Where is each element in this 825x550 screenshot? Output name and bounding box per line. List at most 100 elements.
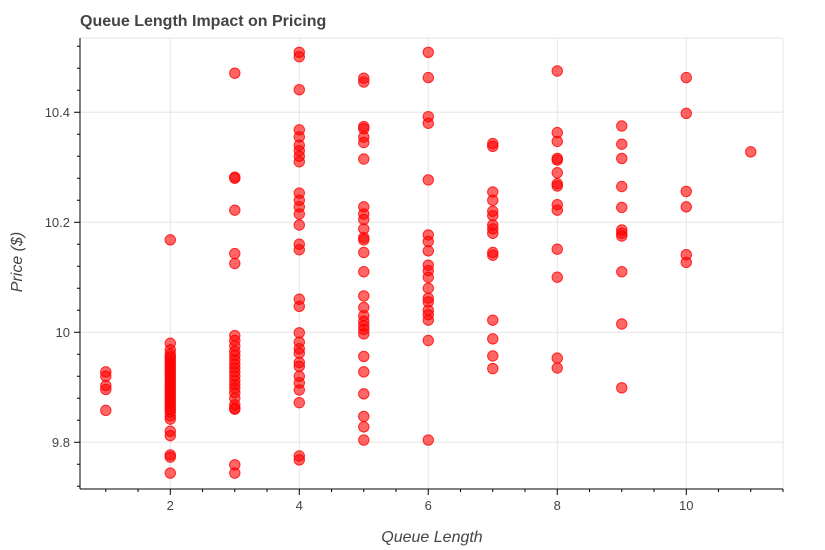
data-point bbox=[487, 140, 499, 153]
data-point bbox=[358, 213, 370, 226]
data-point bbox=[422, 174, 434, 186]
data-point bbox=[358, 290, 370, 302]
data-point bbox=[229, 172, 241, 184]
data-point bbox=[293, 219, 305, 231]
data-point bbox=[164, 451, 176, 463]
data-point bbox=[680, 256, 692, 269]
data-point bbox=[487, 209, 499, 222]
data-point bbox=[358, 266, 370, 278]
data-point bbox=[422, 71, 434, 84]
x-tick-label: 8 bbox=[554, 498, 561, 513]
data-point bbox=[164, 413, 176, 425]
data-point bbox=[616, 382, 628, 394]
y-tick-label: 10.2 bbox=[45, 215, 70, 230]
data-point bbox=[551, 362, 563, 374]
data-point bbox=[680, 201, 692, 213]
data-point bbox=[487, 314, 499, 326]
data-point bbox=[616, 120, 628, 132]
data-point bbox=[422, 334, 434, 347]
data-point bbox=[293, 396, 305, 409]
data-point bbox=[358, 76, 370, 88]
data-point bbox=[551, 154, 563, 166]
data-point bbox=[551, 135, 563, 148]
x-tick-label: 4 bbox=[296, 498, 303, 513]
data-point bbox=[358, 136, 370, 149]
data-point bbox=[422, 245, 434, 257]
data-point bbox=[422, 235, 434, 248]
data-point bbox=[100, 383, 112, 396]
data-point bbox=[616, 201, 628, 214]
data-point bbox=[293, 208, 305, 220]
data-point bbox=[358, 366, 370, 378]
data-point bbox=[293, 51, 305, 63]
data-point bbox=[358, 246, 370, 259]
data-point bbox=[422, 434, 434, 446]
data-point bbox=[487, 350, 499, 362]
axes: 2 4 6 8 10 9.8 10 10.2 10.4 bbox=[45, 38, 784, 513]
data-point bbox=[487, 362, 499, 375]
data-point bbox=[293, 347, 305, 359]
data-point bbox=[551, 180, 563, 192]
y-tick-label: 9.8 bbox=[52, 435, 70, 450]
data-point bbox=[164, 234, 176, 246]
data-point bbox=[487, 249, 499, 261]
data-point bbox=[358, 434, 370, 446]
data-point bbox=[680, 185, 692, 198]
x-tick-label: 2 bbox=[167, 498, 174, 513]
data-point bbox=[487, 333, 499, 345]
data-point bbox=[616, 266, 628, 278]
data-point bbox=[422, 314, 434, 326]
data-point bbox=[680, 107, 692, 120]
data-point bbox=[358, 410, 370, 423]
data-point bbox=[293, 244, 305, 256]
data-point bbox=[229, 67, 241, 79]
data-point bbox=[422, 46, 434, 58]
data-point bbox=[616, 138, 628, 150]
data-point bbox=[358, 388, 370, 400]
data-point bbox=[358, 234, 370, 246]
data-point bbox=[551, 167, 563, 179]
data-point bbox=[229, 257, 241, 270]
data-point bbox=[293, 300, 305, 313]
y-tick-label: 10.4 bbox=[45, 105, 70, 120]
data-point bbox=[551, 352, 563, 364]
y-axis-label: Price ($) bbox=[9, 232, 26, 292]
data-point bbox=[293, 327, 305, 339]
data-point bbox=[293, 360, 305, 373]
data-point bbox=[616, 180, 628, 193]
data-point bbox=[680, 71, 692, 84]
data-point bbox=[551, 65, 563, 77]
data-point bbox=[551, 243, 563, 255]
data-point bbox=[422, 282, 434, 294]
chart-title: Queue Length Impact on Pricing bbox=[80, 13, 326, 30]
x-axis-label: Queue Length bbox=[381, 529, 483, 546]
data-point bbox=[358, 153, 370, 165]
data-point bbox=[229, 204, 241, 216]
data-point bbox=[100, 370, 112, 382]
data-point bbox=[164, 467, 176, 479]
data-point bbox=[293, 384, 305, 396]
data-point bbox=[358, 350, 370, 363]
data-point bbox=[422, 271, 434, 283]
data-point bbox=[487, 194, 499, 206]
data-point bbox=[100, 404, 112, 417]
data-point bbox=[358, 421, 370, 433]
data-point bbox=[745, 146, 757, 158]
data-point bbox=[616, 318, 628, 330]
data-point bbox=[616, 230, 628, 242]
data-point bbox=[422, 117, 434, 129]
y-tick-label: 10 bbox=[56, 325, 70, 340]
data-point bbox=[616, 152, 628, 165]
data-point bbox=[551, 271, 563, 283]
data-point bbox=[229, 247, 241, 260]
data-point bbox=[293, 454, 305, 466]
data-point bbox=[229, 403, 241, 415]
data-point bbox=[551, 204, 563, 216]
x-tick-label: 10 bbox=[679, 498, 693, 513]
x-tick-label: 6 bbox=[425, 498, 432, 513]
data-point bbox=[487, 227, 499, 239]
data-point bbox=[293, 156, 305, 168]
points-layer bbox=[100, 46, 757, 479]
